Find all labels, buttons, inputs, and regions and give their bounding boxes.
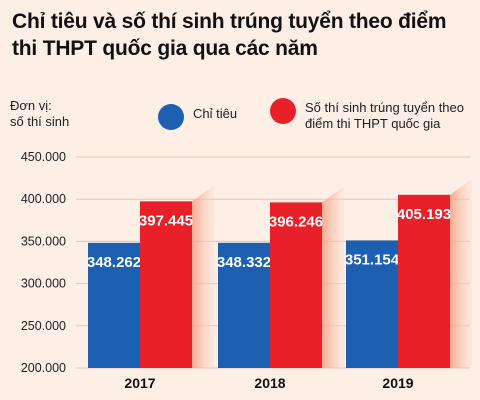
bar-shadow xyxy=(192,185,214,368)
x-tick-label: 2017 xyxy=(124,375,155,391)
data-label: 405.193 xyxy=(397,206,451,223)
x-tick-label: 2018 xyxy=(254,375,285,391)
legend-swatch-admitted xyxy=(270,98,296,124)
data-label: 397.445 xyxy=(139,212,193,229)
legend-swatch-quota xyxy=(158,104,184,130)
data-label: 351.154 xyxy=(345,251,400,268)
data-label: 396.246 xyxy=(269,213,323,230)
y-tick-label: 250.000 xyxy=(21,319,66,333)
bar-quota xyxy=(218,242,270,368)
bar-admitted xyxy=(398,194,450,368)
y-tick-label: 400.000 xyxy=(21,192,66,206)
bar-shadow xyxy=(450,178,472,368)
y-tick-label: 450.000 xyxy=(21,150,66,164)
data-label: 348.262 xyxy=(87,254,141,271)
bar-admitted xyxy=(140,201,192,368)
bar-shadow xyxy=(322,186,344,368)
bar-admitted xyxy=(270,202,322,368)
y-tick-label: 300.000 xyxy=(21,277,66,291)
legend-item-quota: Chỉ tiêu xyxy=(158,104,237,130)
unit-label-line-2: số thí sinh xyxy=(10,114,70,129)
data-label: 348.332 xyxy=(217,254,271,271)
y-tick-label: 200.000 xyxy=(21,361,66,375)
bar-quota xyxy=(346,240,398,368)
unit-label: Đơn vị: số thí sinh xyxy=(10,98,69,130)
bar-quota xyxy=(88,242,140,368)
legend-item-admitted: Số thí sinh trúng tuyển theo điểm thi TH… xyxy=(270,98,475,132)
legend-label-quota: Chỉ tiêu xyxy=(193,106,238,121)
x-tick-label: 2019 xyxy=(382,375,413,391)
chart-title: Chỉ tiêu và số thí sinh trúng tuyển theo… xyxy=(12,10,447,60)
legend-label-admitted: Số thí sinh trúng tuyển theo điểm thi TH… xyxy=(305,100,464,131)
y-tick-label: 350.000 xyxy=(21,234,66,248)
unit-label-line-1: Đơn vị: xyxy=(10,98,52,113)
